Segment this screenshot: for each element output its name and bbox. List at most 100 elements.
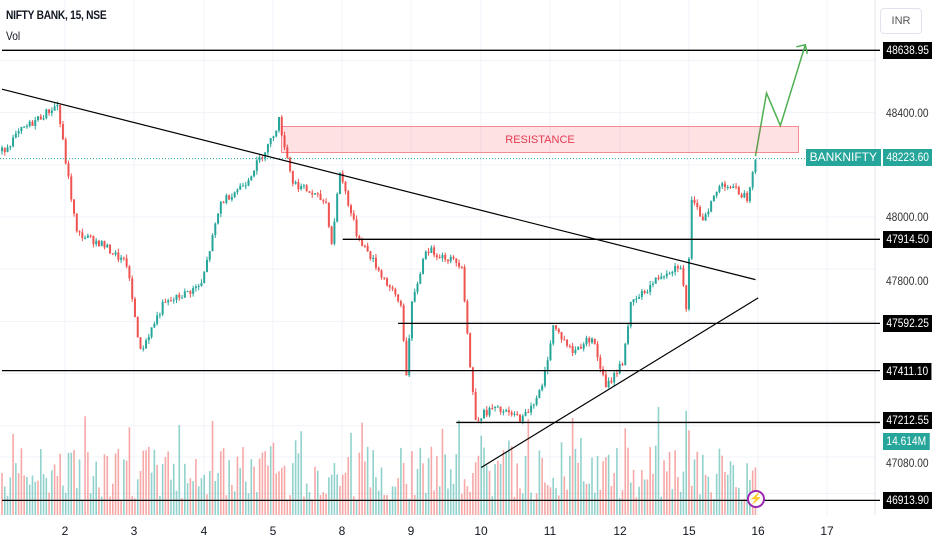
candle-body <box>710 201 713 212</box>
volume-bar <box>292 463 294 515</box>
candle-body <box>250 176 253 181</box>
candle-body <box>17 131 20 134</box>
volume-bar <box>430 446 433 515</box>
candle-body <box>25 126 28 128</box>
currency-button[interactable]: INR <box>880 8 922 34</box>
volume-bar <box>220 451 222 515</box>
candle-body <box>446 259 449 262</box>
candle-body <box>388 285 391 288</box>
candle-body <box>28 121 31 127</box>
candle-body <box>341 172 344 182</box>
candle-body <box>571 345 574 353</box>
candle-body <box>219 202 222 214</box>
candle-body <box>549 343 552 361</box>
candle-body <box>574 349 577 353</box>
volume-bar <box>366 446 369 515</box>
volume-bar <box>159 495 161 515</box>
volume-bar <box>120 499 122 515</box>
volume-bar <box>505 451 507 515</box>
candle-body <box>20 127 23 132</box>
candle-body <box>593 338 596 344</box>
volume-bar <box>674 450 676 515</box>
candle-body <box>183 291 186 298</box>
candle-body <box>9 146 12 148</box>
volume-bar <box>15 463 17 515</box>
candle-body <box>255 160 258 171</box>
volume-bar <box>112 483 114 515</box>
volume-indicator-label[interactable]: Vol <box>6 29 21 43</box>
volume-bar <box>42 474 45 515</box>
volume-bar <box>596 456 599 515</box>
volume-bar <box>738 487 740 515</box>
candle-body <box>186 291 189 293</box>
volume-bar <box>308 492 311 515</box>
volume-bar <box>483 447 485 515</box>
volume-bar <box>286 499 289 515</box>
candle-body <box>97 240 100 247</box>
candle-body <box>507 410 510 413</box>
volume-bar <box>153 449 156 515</box>
candle-body <box>211 234 214 252</box>
candle-body <box>701 216 704 221</box>
candle-body <box>352 213 355 220</box>
candle-body <box>676 266 679 269</box>
volume-bar <box>17 473 20 515</box>
candle-body <box>31 121 34 126</box>
candle-body <box>629 302 632 327</box>
candle-body <box>474 391 477 420</box>
candle-body <box>405 340 408 376</box>
volume-bar <box>23 475 25 515</box>
volume-bar <box>222 447 225 515</box>
candle-body <box>530 405 533 413</box>
candle-body <box>261 157 264 159</box>
candle-body <box>524 411 527 416</box>
candle-body <box>372 257 375 259</box>
candle-body <box>604 374 607 388</box>
time-axis-label: 16 <box>751 524 765 538</box>
candle-body <box>610 380 613 383</box>
candle-body <box>197 285 200 287</box>
candle-body <box>632 299 635 303</box>
lightning-icon[interactable]: ⚡ <box>747 490 765 508</box>
symbol-title[interactable]: NIFTY BANK, 15, NSE <box>6 8 107 22</box>
volume-bar <box>244 481 247 515</box>
volume-bar <box>607 454 610 515</box>
volume-bar <box>389 499 391 515</box>
time-axis-label: 12 <box>613 524 627 538</box>
volume-bar <box>375 477 377 515</box>
volume-bar <box>26 476 28 515</box>
volume-bar <box>605 457 607 515</box>
volume-bar <box>729 461 732 515</box>
volume-bar <box>336 474 338 515</box>
candle-body <box>181 297 184 299</box>
volume-bar <box>70 452 73 515</box>
time-axis-label: 5 <box>269 524 277 538</box>
volume-bar <box>239 467 242 515</box>
candle-body <box>657 277 660 279</box>
candle-body <box>635 298 638 300</box>
candle-body <box>217 213 220 224</box>
candle-body <box>308 191 311 193</box>
candle-body <box>577 346 580 350</box>
candle-body <box>563 339 566 341</box>
candle-body <box>167 300 170 303</box>
volume-bar <box>400 447 402 515</box>
volume-bar <box>289 495 291 515</box>
volume-bar <box>682 471 685 515</box>
volume-bar <box>95 461 97 515</box>
volume-bar <box>217 472 219 515</box>
candle-body <box>23 126 26 128</box>
candle-body <box>444 254 447 260</box>
volume-bar <box>552 477 555 515</box>
resistance-zone[interactable]: RESISTANCE <box>281 126 799 153</box>
candle-body <box>172 299 175 301</box>
volume-bar <box>458 420 460 515</box>
candle-body <box>247 180 250 186</box>
volume-bar <box>142 450 145 515</box>
level-price-tag: 48638.95 <box>883 42 932 60</box>
volume-bar <box>732 465 735 515</box>
volume-bar <box>452 483 455 515</box>
volume-bar <box>184 463 186 515</box>
